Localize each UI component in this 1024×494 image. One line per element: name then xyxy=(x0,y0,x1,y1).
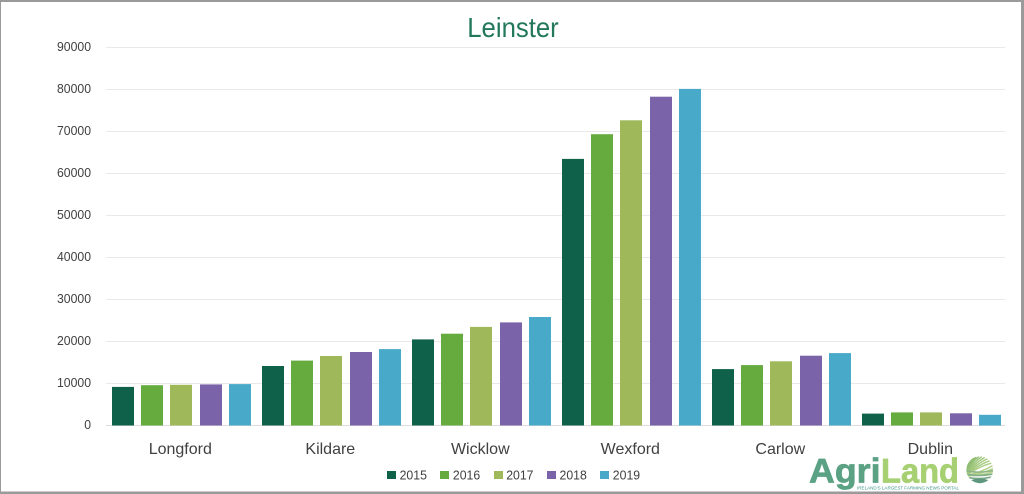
svg-text:2015: 2015 xyxy=(400,468,427,483)
svg-text:Wexford: Wexford xyxy=(601,441,660,458)
svg-text:80000: 80000 xyxy=(57,81,91,96)
svg-text:Dublin: Dublin xyxy=(908,441,953,458)
svg-text:70000: 70000 xyxy=(57,123,91,138)
svg-text:30000: 30000 xyxy=(57,291,91,306)
svg-text:90000: 90000 xyxy=(57,39,91,54)
svg-text:2019: 2019 xyxy=(613,468,640,483)
svg-text:Longford: Longford xyxy=(149,441,212,458)
svg-text:60000: 60000 xyxy=(57,165,91,180)
svg-text:Wicklow: Wicklow xyxy=(451,441,510,458)
svg-text:20000: 20000 xyxy=(57,333,91,348)
svg-text:Carlow: Carlow xyxy=(755,441,805,458)
svg-text:Leinster: Leinster xyxy=(467,12,559,43)
svg-text:2016: 2016 xyxy=(453,468,480,483)
svg-text:2017: 2017 xyxy=(506,468,533,483)
svg-text:50000: 50000 xyxy=(57,207,91,222)
svg-text:Land: Land xyxy=(881,453,959,491)
svg-text:10000: 10000 xyxy=(57,375,91,390)
svg-text:Kildare: Kildare xyxy=(305,441,355,458)
svg-text:2018: 2018 xyxy=(560,468,587,483)
svg-text:40000: 40000 xyxy=(57,249,91,264)
svg-text:IRELAND'S LARGEST FARMING NEWS: IRELAND'S LARGEST FARMING NEWS PORTAL xyxy=(857,485,959,491)
svg-text:Agri: Agri xyxy=(809,453,881,491)
svg-text:0: 0 xyxy=(84,417,91,432)
